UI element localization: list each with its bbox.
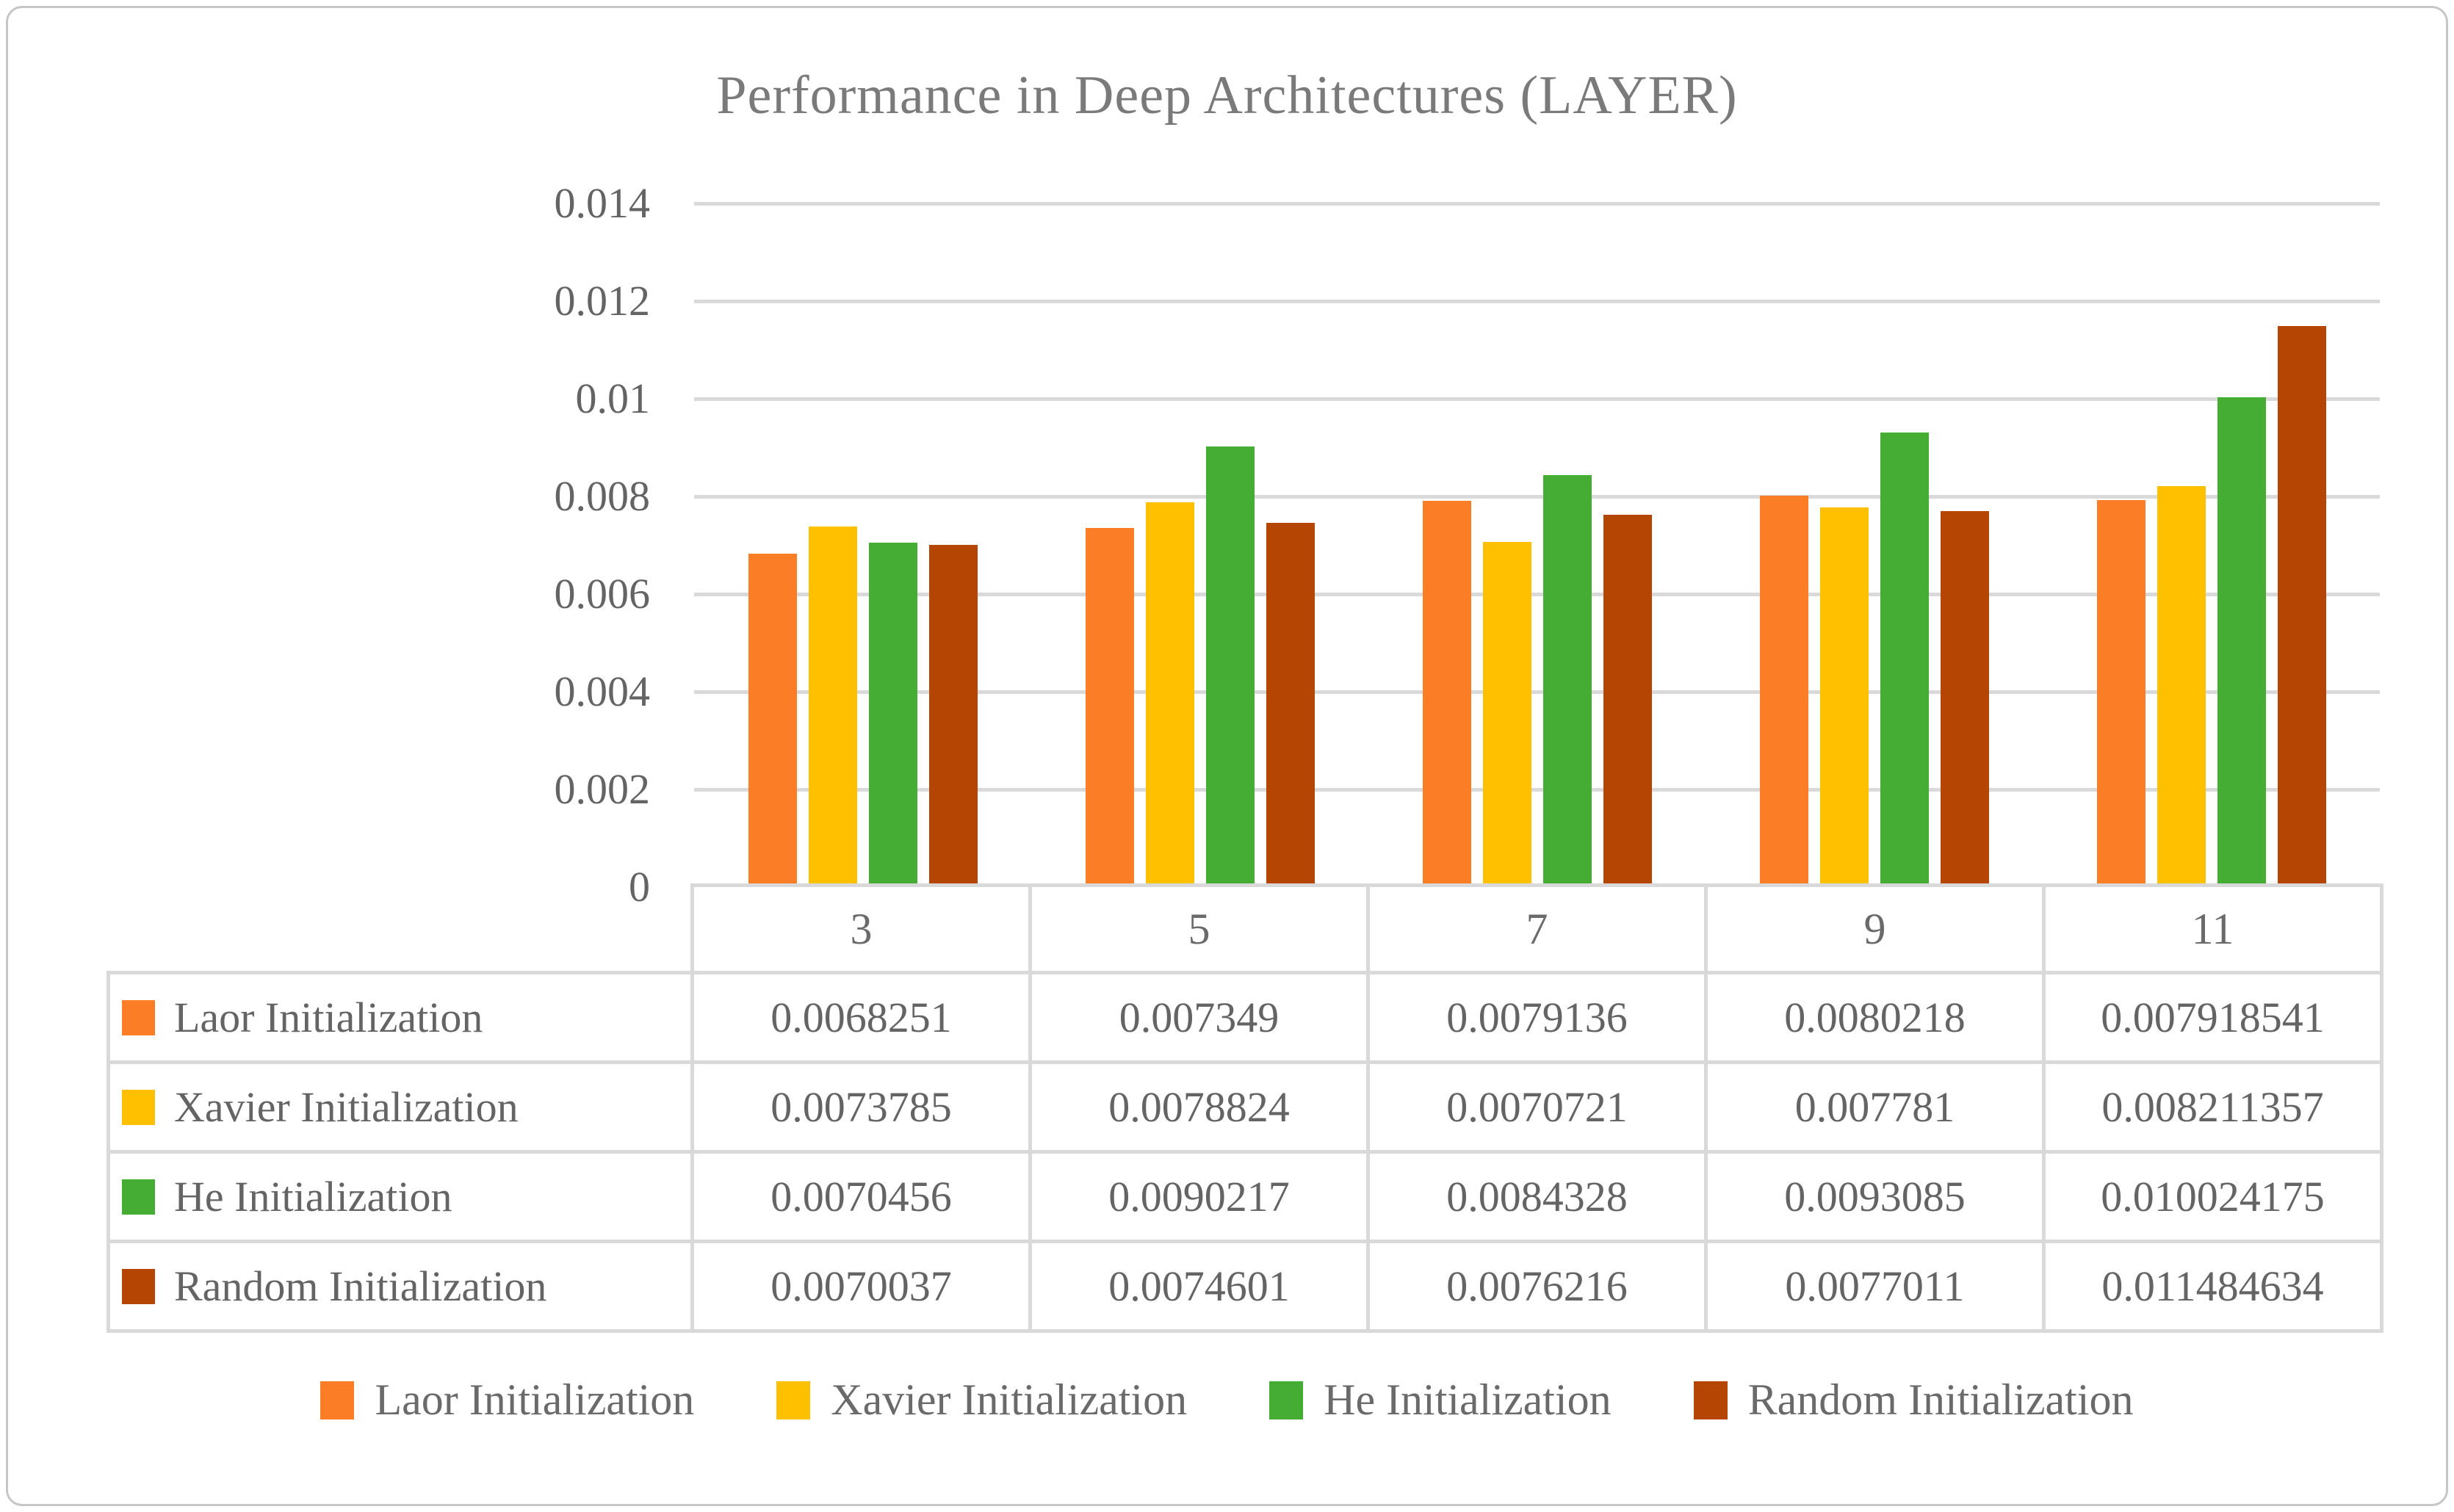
value-cell: 0.0093085 [1708, 1154, 2042, 1240]
bar-random-initialization-layer-5 [1266, 522, 1315, 887]
bar-xavier-initialization-layer-11 [2157, 485, 2206, 887]
gridline [694, 494, 2380, 499]
y-axis-tick-label: 0.01 [575, 375, 651, 422]
value-cell: 0.0070456 [694, 1154, 1028, 1240]
chart-legend: Laor Initialization Xavier Initialization… [0, 1375, 2454, 1425]
y-axis-tick-label: 0.008 [554, 472, 651, 520]
series-color-swatch-icon [122, 999, 155, 1035]
bar-laor-initialization-layer-11 [2096, 500, 2146, 887]
legend-swatch-icon [320, 1381, 355, 1419]
series-name: Laor Initialization [174, 994, 483, 1041]
value-cell: 0.0073785 [694, 1064, 1028, 1150]
x-category-header: 5 [1032, 887, 1366, 971]
series-row-label: He Initialization [110, 1154, 690, 1240]
value-cell: 0.0079136 [1370, 974, 1704, 1060]
gridline [694, 592, 2380, 596]
y-axis-tick-label: 0.002 [554, 765, 651, 813]
x-category-header: 9 [1708, 887, 2042, 971]
bar-xavier-initialization-layer-7 [1482, 541, 1531, 887]
value-cell: 0.011484634 [2046, 1243, 2380, 1329]
legend-swatch-icon [776, 1381, 811, 1419]
series-name: Random Initialization [174, 1262, 547, 1310]
bar-laor-initialization-layer-3 [748, 554, 797, 887]
y-axis-tick-label: 0.004 [554, 668, 651, 715]
bar-random-initialization-layer-11 [2277, 326, 2326, 887]
legend-label: Laor Initialization [375, 1375, 695, 1424]
bar-he-initialization-layer-5 [1205, 446, 1255, 887]
value-cell: 0.0084328 [1370, 1154, 1704, 1240]
value-cell: 0.007349 [1032, 974, 1366, 1060]
legend-label: Random Initialization [1747, 1375, 2134, 1424]
value-cell: 0.010024175 [2046, 1154, 2380, 1240]
series-color-swatch-icon [122, 1179, 155, 1215]
gridline [694, 299, 2380, 303]
value-cell: 0.007918541 [2046, 974, 2380, 1060]
bar-random-initialization-layer-7 [1603, 515, 1652, 887]
gridline [694, 201, 2380, 206]
series-color-swatch-icon [122, 1268, 155, 1304]
value-cell: 0.0070037 [694, 1243, 1028, 1329]
bar-he-initialization-layer-7 [1542, 475, 1592, 887]
y-axis-tick-label: 0.006 [554, 570, 651, 618]
y-axis-tick-label: 0 [629, 863, 650, 911]
bar-laor-initialization-layer-9 [1759, 495, 1808, 887]
value-cell: 0.007781 [1708, 1064, 2042, 1150]
value-cell: 0.0090217 [1032, 1154, 1366, 1240]
series-color-swatch-icon [122, 1089, 155, 1125]
legend-item: Random Initialization [1693, 1375, 2134, 1425]
bar-random-initialization-layer-3 [928, 545, 978, 887]
bar-random-initialization-layer-9 [1940, 510, 1989, 887]
x-axis-category-header-row: 3 5 7 9 11 [690, 883, 2383, 974]
series-row-label: Random Initialization [110, 1243, 690, 1329]
legend-swatch-icon [1693, 1381, 1728, 1419]
x-category-header: 7 [1370, 887, 1704, 971]
value-cell: 0.0080218 [1708, 974, 2042, 1060]
y-axis-tick-label: 0.014 [554, 179, 651, 227]
legend-label: Xavier Initialization [831, 1375, 1188, 1424]
gridline [694, 397, 2380, 401]
x-category-header: 3 [694, 887, 1028, 971]
data-table: Laor Initialization 0.0068251 0.007349 0.00… [107, 971, 2383, 1333]
value-cell: 0.008211357 [2046, 1064, 2380, 1150]
chart-title: Performance in Deep Architectures (LAYER… [716, 65, 1738, 126]
legend-item: Xavier Initialization [776, 1375, 1187, 1425]
bar-xavier-initialization-layer-3 [808, 527, 857, 887]
bar-he-initialization-layer-3 [868, 543, 917, 887]
bar-xavier-initialization-layer-9 [1819, 507, 1869, 887]
series-name: He Initialization [174, 1173, 452, 1220]
bar-laor-initialization-layer-7 [1422, 500, 1471, 887]
bar-xavier-initialization-layer-5 [1145, 502, 1194, 887]
value-cell: 0.0070721 [1370, 1064, 1704, 1150]
legend-label: He Initialization [1324, 1375, 1612, 1424]
gridline [694, 787, 2380, 792]
legend-item: He Initialization [1269, 1375, 1612, 1425]
value-cell: 0.0076216 [1370, 1243, 1704, 1329]
y-axis-tick-label: 0.012 [554, 277, 651, 325]
legend-swatch-icon [1269, 1381, 1304, 1419]
value-cell: 0.0078824 [1032, 1064, 1366, 1150]
series-name: Xavier Initialization [174, 1083, 519, 1131]
gridline [694, 690, 2380, 694]
bar-laor-initialization-layer-5 [1085, 528, 1134, 887]
value-cell: 0.0068251 [694, 974, 1028, 1060]
bar-he-initialization-layer-9 [1880, 432, 1929, 887]
legend-item: Laor Initialization [320, 1375, 694, 1425]
bar-he-initialization-layer-11 [2217, 397, 2266, 887]
x-category-header: 11 [2046, 887, 2380, 971]
value-cell: 0.0077011 [1708, 1243, 2042, 1329]
value-cell: 0.0074601 [1032, 1243, 1366, 1329]
series-row-label: Xavier Initialization [110, 1064, 690, 1150]
series-row-label: Laor Initialization [110, 974, 690, 1060]
